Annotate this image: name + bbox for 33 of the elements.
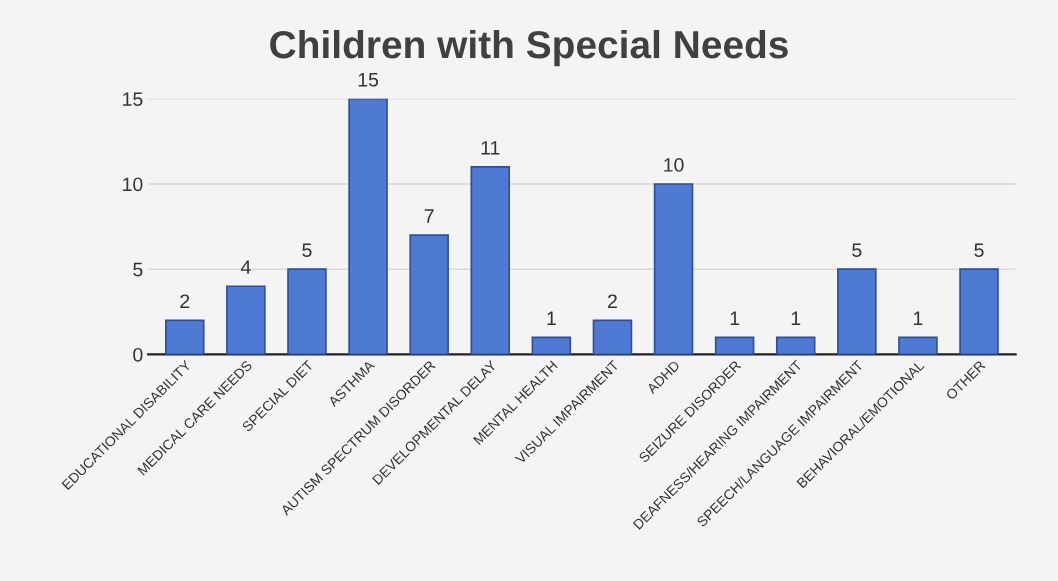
bar bbox=[898, 336, 938, 355]
bar bbox=[653, 183, 694, 355]
bar bbox=[531, 336, 572, 355]
data-label: 7 bbox=[424, 209, 434, 223]
bar bbox=[714, 336, 755, 355]
y-tick-label: 15 bbox=[123, 92, 143, 107]
bar bbox=[226, 285, 266, 355]
bar bbox=[348, 98, 388, 355]
bar bbox=[165, 319, 205, 355]
data-label: 5 bbox=[302, 243, 312, 258]
data-label: 4 bbox=[240, 260, 251, 274]
data-label: 1 bbox=[730, 311, 740, 325]
data-label: 5 bbox=[974, 243, 984, 258]
data-label: 2 bbox=[180, 294, 190, 308]
data-label: 1 bbox=[791, 311, 801, 325]
y-tick-label: 5 bbox=[133, 262, 143, 277]
bar bbox=[287, 268, 327, 355]
data-label: 5 bbox=[852, 243, 862, 258]
data-label: 11 bbox=[481, 141, 500, 155]
data-label: 1 bbox=[547, 311, 556, 325]
data-label: 1 bbox=[914, 311, 923, 325]
data-label: 15 bbox=[358, 73, 379, 87]
chart-title: Children with Special Needs bbox=[270, 29, 788, 67]
bar bbox=[470, 166, 511, 355]
bar bbox=[775, 336, 816, 355]
bar bbox=[837, 268, 877, 355]
y-tick-label: 10 bbox=[123, 177, 143, 192]
bar bbox=[409, 234, 449, 355]
data-label: 2 bbox=[608, 294, 617, 308]
bar bbox=[592, 319, 633, 355]
data-label: 10 bbox=[664, 158, 684, 172]
bar bbox=[959, 268, 999, 355]
y-tick-label: 0 bbox=[133, 347, 143, 362]
